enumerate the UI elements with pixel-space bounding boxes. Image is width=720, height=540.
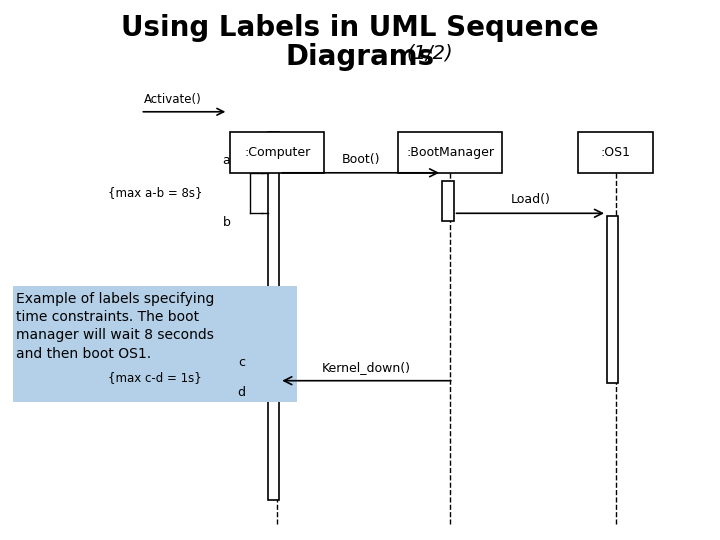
Bar [397, 132, 503, 173]
Bar [13, 286, 297, 402]
Text: (1/2): (1/2) [407, 43, 454, 62]
Text: Boot(): Boot() [341, 153, 380, 166]
Text: Diagrams: Diagrams [285, 43, 435, 71]
Bar [268, 132, 279, 500]
Text: Activate(): Activate() [144, 93, 202, 106]
Text: :Computer: :Computer [244, 146, 310, 159]
Text: b: b [222, 216, 230, 229]
Bar [577, 132, 654, 173]
Text: Load(): Load() [510, 193, 550, 206]
Text: {max c-d = 1s}: {max c-d = 1s} [108, 372, 202, 384]
Bar [607, 216, 618, 383]
Text: :OS1: :OS1 [600, 146, 631, 159]
Text: Example of labels specifying
time constraints. The boot
manager will wait 8 seco: Example of labels specifying time constr… [16, 292, 215, 361]
Text: Using Labels in UML Sequence: Using Labels in UML Sequence [121, 14, 599, 42]
Text: Kernel_down(): Kernel_down() [322, 361, 411, 374]
Text: :BootManager: :BootManager [406, 146, 494, 159]
Text: {max a-b = 8s}: {max a-b = 8s} [107, 186, 202, 199]
Text: d: d [237, 386, 245, 399]
Bar [230, 132, 324, 173]
Text: c: c [238, 356, 245, 369]
Text: a: a [222, 154, 230, 167]
Bar [442, 181, 454, 221]
